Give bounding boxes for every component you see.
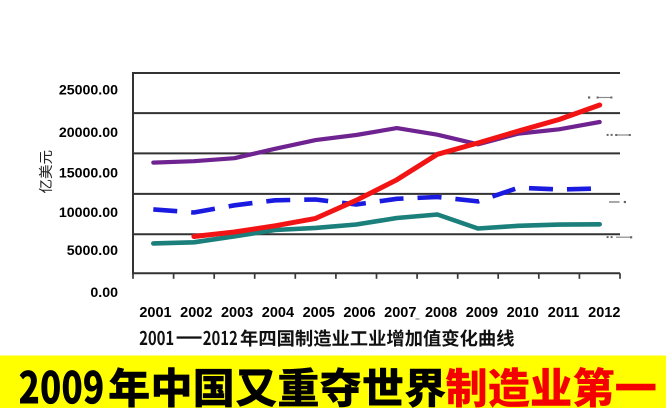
svg-text:2009: 2009	[466, 305, 498, 321]
svg-text:2001: 2001	[139, 305, 171, 321]
svg-text:20000.00: 20000.00	[59, 125, 118, 141]
svg-text:2007: 2007	[384, 305, 416, 321]
svg-text:15000.00: 15000.00	[59, 165, 118, 181]
svg-text:2002: 2002	[180, 305, 212, 321]
svg-text:2010: 2010	[507, 305, 539, 321]
svg-text:2008: 2008	[425, 305, 457, 321]
svg-text:2005: 2005	[303, 305, 335, 321]
svg-text:2011: 2011	[548, 305, 579, 321]
svg-text:2004: 2004	[262, 305, 294, 321]
svg-text:2003: 2003	[221, 305, 253, 321]
svg-text:2012: 2012	[588, 305, 620, 321]
svg-text:0.00: 0.00	[90, 285, 118, 301]
svg-text:10000.00: 10000.00	[59, 205, 118, 221]
svg-text:2006: 2006	[343, 305, 375, 321]
svg-text:25000.00: 25000.00	[59, 83, 118, 99]
svg-text:5000.00: 5000.00	[67, 243, 118, 259]
